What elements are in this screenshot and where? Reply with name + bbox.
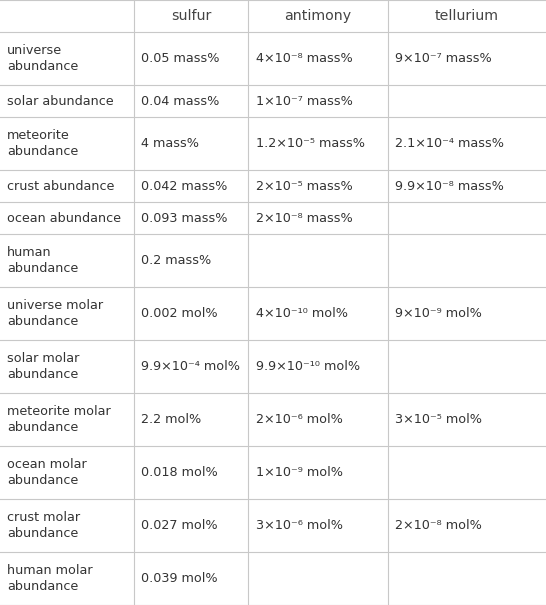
Text: meteorite molar
abundance: meteorite molar abundance (7, 405, 111, 434)
Text: 3×10⁻⁵ mol%: 3×10⁻⁵ mol% (395, 413, 482, 426)
Text: solar molar
abundance: solar molar abundance (7, 352, 80, 381)
Text: universe molar
abundance: universe molar abundance (7, 299, 103, 329)
Text: 4×10⁻⁸ mass%: 4×10⁻⁸ mass% (256, 52, 352, 65)
Text: 0.05 mass%: 0.05 mass% (141, 52, 219, 65)
Text: 0.04 mass%: 0.04 mass% (141, 94, 219, 108)
Text: ocean molar
abundance: ocean molar abundance (7, 458, 87, 487)
Text: sulfur: sulfur (171, 9, 211, 23)
Text: 0.018 mol%: 0.018 mol% (141, 466, 218, 479)
Text: 0.093 mass%: 0.093 mass% (141, 212, 227, 224)
Text: universe
abundance: universe abundance (7, 44, 78, 73)
Text: crust molar
abundance: crust molar abundance (7, 511, 80, 540)
Text: 9×10⁻⁷ mass%: 9×10⁻⁷ mass% (395, 52, 491, 65)
Text: 2×10⁻⁸ mass%: 2×10⁻⁸ mass% (256, 212, 352, 224)
Text: 3×10⁻⁶ mol%: 3×10⁻⁶ mol% (256, 519, 342, 532)
Text: 1.2×10⁻⁵ mass%: 1.2×10⁻⁵ mass% (256, 137, 365, 150)
Text: crust abundance: crust abundance (7, 180, 115, 192)
Text: 9.9×10⁻¹⁰ mol%: 9.9×10⁻¹⁰ mol% (256, 360, 360, 373)
Text: 9×10⁻⁹ mol%: 9×10⁻⁹ mol% (395, 307, 482, 320)
Text: 0.042 mass%: 0.042 mass% (141, 180, 227, 192)
Text: 2×10⁻⁶ mol%: 2×10⁻⁶ mol% (256, 413, 342, 426)
Text: 9.9×10⁻⁴ mol%: 9.9×10⁻⁴ mol% (141, 360, 240, 373)
Text: human molar
abundance: human molar abundance (7, 564, 93, 593)
Text: 0.027 mol%: 0.027 mol% (141, 519, 217, 532)
Text: 2.1×10⁻⁴ mass%: 2.1×10⁻⁴ mass% (395, 137, 504, 150)
Text: meteorite
abundance: meteorite abundance (7, 129, 78, 158)
Text: 0.002 mol%: 0.002 mol% (141, 307, 217, 320)
Text: 4 mass%: 4 mass% (141, 137, 199, 150)
Text: 2×10⁻⁵ mass%: 2×10⁻⁵ mass% (256, 180, 352, 192)
Text: human
abundance: human abundance (7, 246, 78, 275)
Text: 1×10⁻⁹ mol%: 1×10⁻⁹ mol% (256, 466, 342, 479)
Text: 1×10⁻⁷ mass%: 1×10⁻⁷ mass% (256, 94, 352, 108)
Text: antimony: antimony (284, 9, 352, 23)
Text: 9.9×10⁻⁸ mass%: 9.9×10⁻⁸ mass% (395, 180, 503, 192)
Text: 4×10⁻¹⁰ mol%: 4×10⁻¹⁰ mol% (256, 307, 347, 320)
Text: 0.2 mass%: 0.2 mass% (141, 254, 211, 267)
Text: 0.039 mol%: 0.039 mol% (141, 572, 217, 585)
Text: ocean abundance: ocean abundance (7, 212, 121, 224)
Text: 2×10⁻⁸ mol%: 2×10⁻⁸ mol% (395, 519, 482, 532)
Text: tellurium: tellurium (435, 9, 499, 23)
Text: solar abundance: solar abundance (7, 94, 114, 108)
Text: 2.2 mol%: 2.2 mol% (141, 413, 201, 426)
